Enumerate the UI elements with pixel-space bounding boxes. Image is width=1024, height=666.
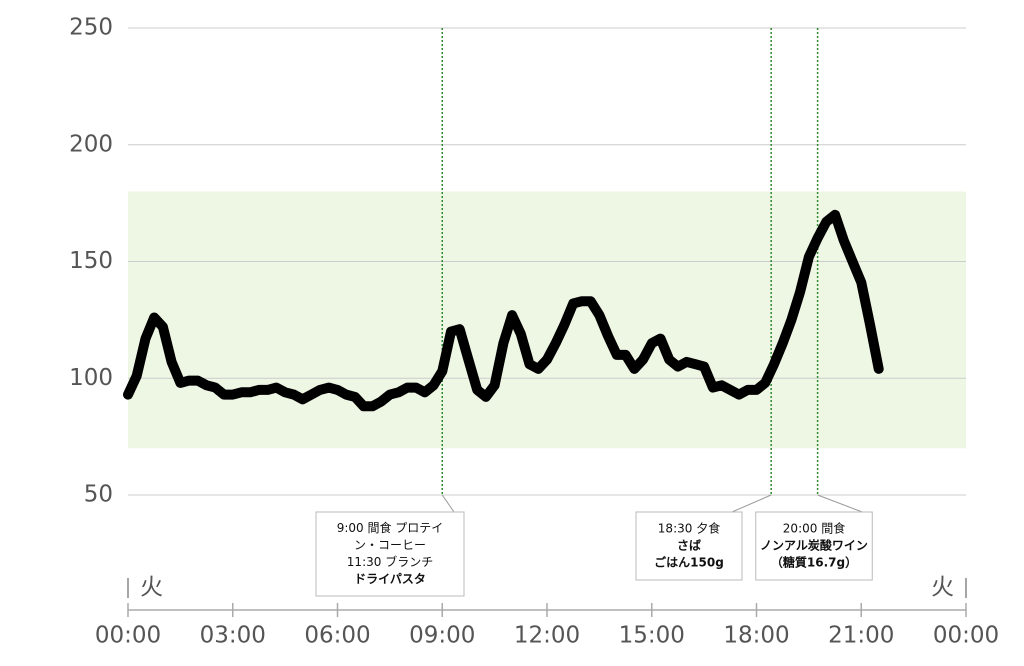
event-box — [755, 511, 873, 581]
y-tick-label: 250 — [69, 15, 113, 41]
y-tick-label: 200 — [69, 131, 113, 157]
x-tick-label: 15:00 — [619, 623, 685, 649]
event-text: （糖質16.7g） — [771, 555, 857, 570]
day-label: 火 — [140, 575, 163, 601]
event-connector — [441, 494, 455, 513]
event-text: ドライパスタ — [354, 572, 426, 586]
y-tick-label: 100 — [69, 365, 113, 391]
x-tick-label: 12:00 — [514, 623, 580, 649]
event-box — [315, 511, 465, 597]
event-text: ノンアル炭酸ワイン — [760, 538, 868, 553]
event-text: 20:00 間食 — [783, 521, 845, 536]
event-text: ン・コーヒー — [354, 538, 426, 552]
event-connector — [731, 494, 772, 513]
y-tick-label: 150 — [69, 248, 113, 274]
event-text: 11:30 ブランチ — [347, 554, 433, 569]
x-tick-label: 06:00 — [304, 623, 370, 649]
event-connector — [817, 494, 863, 513]
x-tick-label: 00:00 — [95, 623, 161, 649]
y-tick-label: 50 — [84, 482, 113, 508]
x-tick-label: 21:00 — [828, 623, 894, 649]
event-box — [635, 511, 743, 581]
event-text: 9:00 間食 プロテイ — [337, 520, 444, 535]
target-range — [128, 191, 966, 449]
x-tick-label: 09:00 — [409, 623, 475, 649]
event-text: 18:30 夕食 — [658, 521, 720, 536]
x-tick-label: 03:00 — [200, 623, 266, 649]
glucose-line — [123, 209, 884, 412]
day-label: 火 — [931, 575, 954, 601]
x-tick-label: 18:00 — [723, 623, 789, 649]
event-text: さば — [677, 538, 701, 553]
x-tick-label: 00:00 — [933, 623, 999, 649]
event-text: ごはん150g — [654, 555, 724, 570]
